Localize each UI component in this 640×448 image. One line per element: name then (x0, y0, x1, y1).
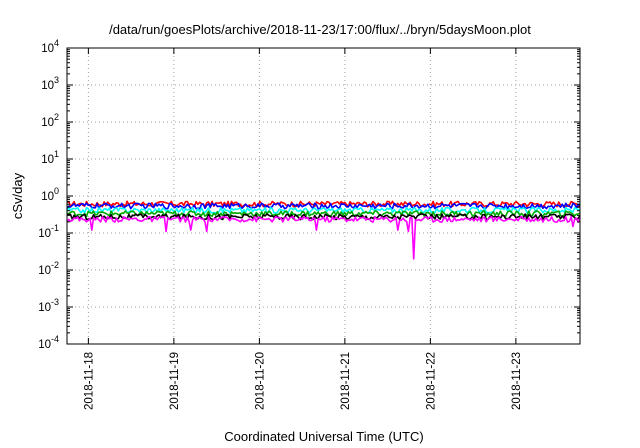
y-tick-label: 100 (41, 186, 59, 203)
x-tick-label: 2018-11-20 (254, 352, 266, 410)
chart-title: /data/run/goesPlots/archive/2018-11-23/1… (109, 22, 531, 37)
y-tick-label: 103 (41, 75, 59, 92)
y-tick-label: 104 (41, 38, 59, 55)
series-line (66, 202, 581, 210)
y-tick-label: 10-4 (38, 334, 59, 351)
grid (67, 48, 580, 344)
series-line (66, 200, 581, 208)
y-axis-label: cSv/day (10, 172, 25, 219)
axis-ticks (67, 47, 580, 345)
series-lines (66, 200, 581, 260)
y-tick-label: 10-1 (38, 223, 59, 240)
x-tick-labels: 2018-11-18 2018-11-19 2018-11-20 2018-11-21… (83, 352, 523, 410)
y-tick-label: 10-2 (38, 260, 59, 277)
x-tick-label: 2018-11-23 (511, 352, 523, 410)
x-tick-label: 2018-11-19 (169, 352, 181, 410)
y-tick-label: 10-3 (38, 297, 59, 314)
series-line (66, 215, 581, 260)
series-line (66, 210, 581, 218)
x-tick-label: 2018-11-22 (425, 352, 437, 410)
x-axis-label: Coordinated Universal Time (UTC) (224, 429, 423, 444)
y-tick-label: 101 (41, 149, 59, 166)
x-tick-label: 2018-11-18 (83, 352, 95, 410)
y-tick-label: 102 (41, 112, 59, 129)
y-tick-labels: 10-4 10-3 10-2 10-1 100 101 102 103 104 (38, 38, 59, 351)
x-tick-label: 2018-11-21 (340, 352, 352, 410)
